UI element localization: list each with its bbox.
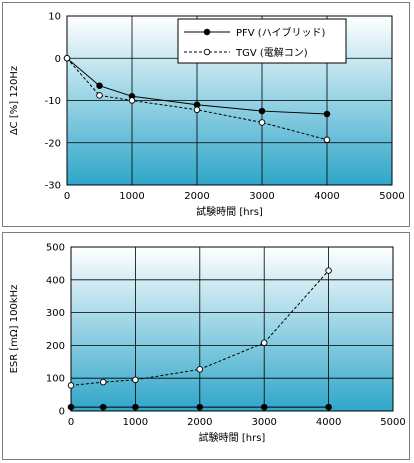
y-tick-label: 100 xyxy=(46,374,65,385)
series-line xyxy=(66,57,328,141)
x-tick-label: 2000 xyxy=(187,417,212,428)
data-point xyxy=(96,82,103,89)
y-tick-label: 10 xyxy=(48,12,61,23)
x-tick-label: 1000 xyxy=(119,191,144,202)
plot-frame xyxy=(70,246,394,412)
y-tick-label: -30 xyxy=(45,181,61,192)
data-point xyxy=(193,106,201,114)
plot-frame xyxy=(66,15,393,186)
series-line xyxy=(70,270,329,386)
data-point xyxy=(325,403,332,411)
legend-marker xyxy=(203,48,211,56)
y-tick-label: 0 xyxy=(59,407,65,418)
x-tick-label: 5000 xyxy=(379,191,404,202)
x-tick-label: 0 xyxy=(64,191,70,202)
x-tick-label: 1000 xyxy=(123,417,148,428)
y-tick-label: 400 xyxy=(46,275,65,286)
y-tick-label: 200 xyxy=(46,341,65,352)
data-point xyxy=(196,403,204,411)
data-point xyxy=(67,403,75,411)
y-tick-label: 0 xyxy=(55,54,61,65)
y-tick-label: -20 xyxy=(45,138,61,149)
data-point xyxy=(99,403,107,411)
y-axis-label: ESR [mΩ] 100kHz xyxy=(9,285,20,374)
x-tick-label: 4000 xyxy=(314,191,339,202)
x-tick-label: 2000 xyxy=(184,191,209,202)
legend-label: PFV (ハイブリッド) xyxy=(236,26,326,39)
x-axis-label: 試験時間 [hrs] xyxy=(196,205,263,218)
data-point xyxy=(128,97,136,104)
y-tick-label: -10 xyxy=(45,96,61,107)
x-tick-label: 0 xyxy=(68,417,74,428)
data-point xyxy=(258,119,266,126)
x-tick-label: 3000 xyxy=(251,417,276,428)
data-point xyxy=(67,382,75,389)
plot-area xyxy=(71,247,393,411)
data-point xyxy=(196,366,204,373)
data-point xyxy=(260,339,268,347)
data-point xyxy=(132,376,139,384)
data-point xyxy=(260,403,268,411)
x-axis-label: 試験時間 [hrs] xyxy=(199,431,266,444)
series-line xyxy=(66,57,328,115)
data-point xyxy=(258,107,266,115)
legend-marker xyxy=(203,28,211,36)
data-point xyxy=(323,136,331,144)
legend xyxy=(177,18,347,64)
y-axis-label: ΔC [%] 120Hz xyxy=(9,66,20,135)
data-point xyxy=(132,403,139,411)
data-point xyxy=(63,55,71,62)
y-tick-label: 300 xyxy=(46,308,65,319)
esr-chart-panel: 500 400 300 200 100 0 0 1000 2000 3000 4000 5000 試験時… xyxy=(2,232,410,460)
data-point xyxy=(323,110,331,118)
x-tick-label: 3000 xyxy=(249,191,274,202)
data-point xyxy=(325,267,332,274)
x-tick-label: 4000 xyxy=(316,417,341,428)
y-tick-label: 500 xyxy=(46,243,65,254)
legend-label: TGV (電解コン) xyxy=(235,46,308,59)
data-point xyxy=(96,92,103,99)
capacitance-chart-panel: 10 0 -10 -20 -30 0 1000 2000 3000 4000 5000 試験時間 [h… xyxy=(2,2,410,227)
data-point xyxy=(99,378,107,386)
x-tick-label: 5000 xyxy=(380,417,405,428)
